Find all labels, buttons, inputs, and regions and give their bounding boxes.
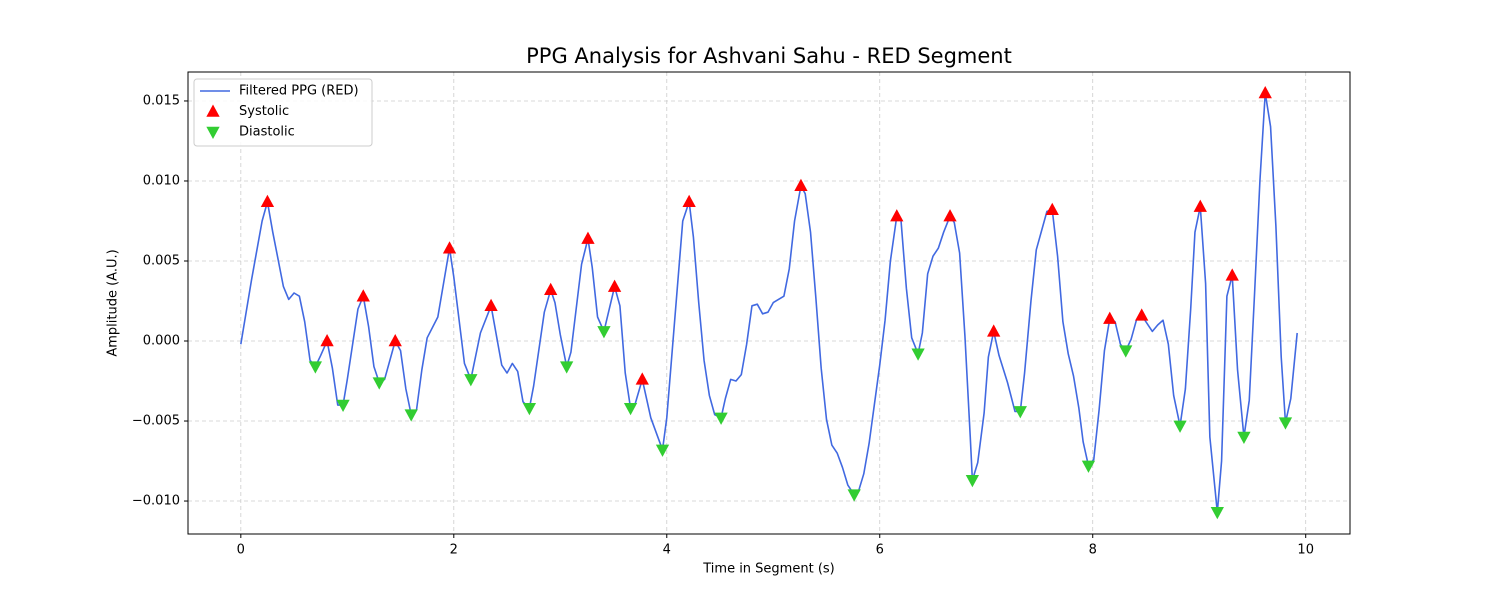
systolic-marker <box>635 372 649 385</box>
diastolic-marker <box>336 399 350 413</box>
x-tick-label: 10 <box>1297 543 1314 558</box>
legend-swatch <box>206 126 220 139</box>
diastolic-marker <box>464 374 478 387</box>
systolic-marker <box>442 241 457 254</box>
systolic-marker <box>484 298 498 312</box>
diastolic-marker <box>1013 406 1027 419</box>
diastolic-marker <box>1210 506 1224 520</box>
diastolic-marker <box>847 489 861 502</box>
diastolic-marker <box>404 409 418 422</box>
diastolic-marker <box>560 361 574 374</box>
chart-title: PPG Analysis for Ashvani Sahu - RED Segm… <box>526 44 1012 68</box>
systolic-marker <box>682 194 696 208</box>
y-tick-label: 0.000 <box>143 334 180 349</box>
y-axis-label: Amplitude (A.U.) <box>106 249 121 356</box>
systolic-marker <box>943 209 957 222</box>
x-tick-label: 6 <box>876 543 884 558</box>
x-tick-label: 4 <box>663 543 671 558</box>
legend-label: Diastolic <box>239 125 295 140</box>
y-tick-label: −0.010 <box>132 494 180 509</box>
legend: Filtered PPG (RED) Systolic Diastolic <box>193 78 373 147</box>
diastolic-marker <box>623 402 638 416</box>
legend-label: Filtered PPG (RED) <box>239 84 359 99</box>
y-tick-label: 0.010 <box>143 173 180 188</box>
systolic-marker <box>544 282 558 296</box>
systolic-marker <box>388 334 402 347</box>
plot-area <box>240 85 1298 520</box>
x-tick-label: 2 <box>450 543 458 558</box>
systolic-marker <box>607 279 622 292</box>
x-tick-label: 8 <box>1089 543 1097 558</box>
y-tick-label: 0.005 <box>143 253 180 268</box>
systolic-marker <box>356 289 370 302</box>
diastolic-marker <box>308 361 323 374</box>
diastolic-marker <box>372 377 386 390</box>
diastolic-marker <box>1278 417 1293 430</box>
systolic-marker <box>320 334 334 347</box>
systolic-marker <box>1135 308 1149 321</box>
systolic-marker <box>1103 311 1117 324</box>
diastolic-marker <box>1173 420 1187 433</box>
systolic-marker <box>260 194 275 208</box>
x-tick-label: 0 <box>237 543 245 558</box>
grid: 0 2 4 6 8 10 −0.010 −0.005 0.000 0.005 0.010 0.015 <box>132 72 1350 558</box>
diastolic-marker <box>1119 345 1133 358</box>
diastolic-marker <box>965 474 980 488</box>
y-tick-label: −0.005 <box>132 414 180 429</box>
diastolic-marker <box>1081 460 1096 473</box>
systolic-marker <box>987 324 1001 337</box>
systolic-marker <box>1258 85 1272 99</box>
systolic-marker <box>581 231 595 244</box>
axes-frame <box>187 71 1351 535</box>
diastolic-marker <box>1237 431 1251 445</box>
legend-swatch <box>206 104 220 117</box>
systolic-marker <box>794 178 808 192</box>
x-axis-label: Time in Segment (s) <box>702 562 834 577</box>
diastolic-marker <box>911 348 925 361</box>
systolic-marker <box>890 209 904 222</box>
diastolic-marker <box>522 402 537 416</box>
diastolic-marker <box>714 412 728 425</box>
systolic-marker <box>1225 268 1239 281</box>
legend-label: Systolic <box>239 104 289 119</box>
systolic-marker <box>1045 202 1059 216</box>
systolic-marker <box>1193 199 1207 212</box>
diastolic-marker <box>597 326 611 339</box>
diastolic-marker <box>655 444 670 457</box>
y-tick-label: 0.015 <box>143 93 180 108</box>
legend-box <box>193 78 373 147</box>
